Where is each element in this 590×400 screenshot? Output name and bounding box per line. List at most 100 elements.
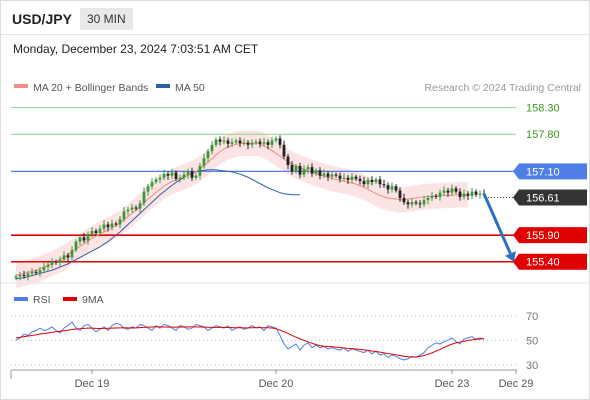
candle-body [458,191,462,197]
candle-body [350,176,354,180]
ma20-series [15,142,468,276]
level-tag-156.61: 156.61 [526,192,560,204]
candle-body [454,188,458,192]
candle-body [126,209,130,212]
candle-body [166,174,170,176]
candle-body [238,140,242,144]
candle-body [318,170,322,176]
rsi-tick-50: 50 [526,335,538,347]
candle-body [94,230,98,234]
candle-body [250,142,254,145]
symbol-label: USD/JPY [12,11,72,27]
candle-body [226,140,230,144]
bollinger-band [16,130,468,288]
candle-body [474,191,478,195]
candle-body [382,184,386,186]
level-tag-155.40: 155.40 [526,257,560,269]
candle-body [246,142,250,145]
main-legend: MA 20 + Bollinger Bands MA 50 [14,82,205,94]
bollinger-band-area [16,130,468,288]
candle-body [158,177,162,180]
candle-body [334,174,338,176]
candle-body [118,219,122,225]
candle-body [190,171,194,178]
candle-body [330,174,334,177]
candle-body [326,173,330,177]
rsi-grid: 70 50 30 [11,311,538,372]
candle-body [86,234,90,241]
candle-body [206,151,210,159]
candle-body [122,211,126,220]
candle-body [462,193,466,197]
candle-body [398,190,402,198]
research-credit: Research © 2024 Trading Central [424,82,581,94]
candle-body [146,186,150,192]
candle-body [434,195,438,197]
ma50-line [15,169,300,280]
candle-body [182,174,186,178]
candle-body [466,193,470,196]
timeframe-badge[interactable]: 30 MIN [80,8,133,30]
legend-swatch-9ma [63,297,77,301]
candle-body [274,138,278,141]
candle-body [394,186,398,191]
candle-body [218,139,222,142]
time-label-Dec 20: Dec 20 [259,378,294,390]
candle-body [18,275,22,277]
candle-body [358,178,362,181]
candle-body [422,200,426,205]
candle-body [90,230,94,235]
rsi-tick-70: 70 [526,311,538,323]
candle-body [254,141,258,143]
projection-arrow-shaft [482,193,512,255]
candle-body [362,180,366,185]
candle-body [418,203,422,205]
candle-body [402,197,406,203]
candle-body [438,192,442,197]
candle-body [378,179,382,185]
candle-body [234,140,238,143]
candle-body [170,172,174,176]
candle-body [178,177,182,179]
time-label-Dec 29: Dec 29 [499,378,534,390]
candle-body [26,273,30,277]
legend-label-ma50: MA 50 [175,82,205,94]
candle-body [102,224,106,229]
candle-body [342,177,346,179]
candle-body [162,174,166,178]
candle-body [194,175,198,178]
legend-label-ma20: MA 20 + Bollinger Bands [33,82,148,94]
candle-body [346,177,350,180]
candle-body [150,182,154,187]
level-tag-157.10: 157.10 [526,166,560,178]
candle-body [322,173,326,176]
candle-body [174,172,178,179]
candle-body [442,190,446,193]
candle-body [42,267,46,271]
candle-body [70,250,74,258]
candle-body [286,156,290,166]
time-axis-labels: Dec 19 Dec 20 Dec 23 Dec 29 [75,370,534,390]
candle-body [242,142,246,144]
candle-body [62,255,66,260]
candle-body [222,140,226,142]
candle-body [214,139,218,145]
candle-body [38,270,42,273]
time-label-Dec 19: Dec 19 [75,378,110,390]
projection-arrow [482,193,516,262]
candle-body [198,166,202,176]
legend-swatch-rsi [14,297,28,301]
candle-body [58,259,62,263]
rsi-ma9-line [15,326,485,358]
projection-arrow-head [504,251,516,262]
candle-body [306,167,310,170]
candle-body [430,195,434,198]
candle-body [230,142,234,144]
candle-body [374,179,378,183]
candle-body [66,255,70,258]
candle-body [366,179,370,185]
level-tag-bg-155.90 [513,227,587,244]
candle-body [302,169,306,175]
